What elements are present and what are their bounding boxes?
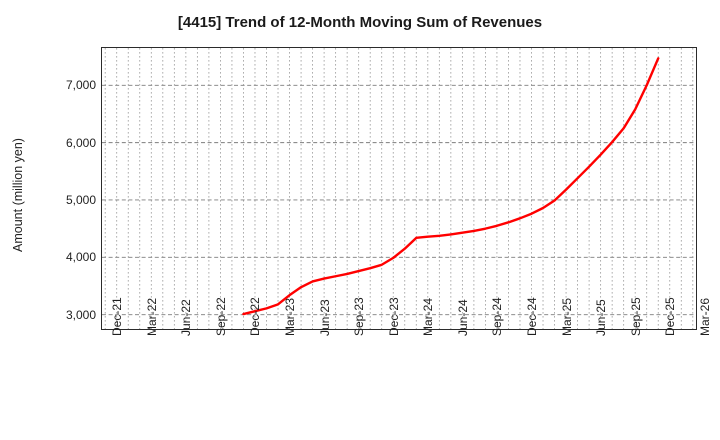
x-tick-label: Dec-23 [386, 297, 401, 336]
x-tick-label: Dec-25 [663, 297, 678, 336]
y-tick-label: 6,000 [65, 135, 96, 150]
y-tick-label: 7,000 [65, 78, 96, 93]
minor-gridlines [104, 48, 694, 329]
plot-svg [102, 48, 696, 329]
x-tick-label: Mar-24 [421, 297, 436, 336]
y-tick-label: 4,000 [65, 250, 96, 265]
y-axis-title: Amount (million yen) [11, 138, 25, 252]
x-tick-label: Mar-25 [559, 297, 574, 336]
x-tick-label: Dec-22 [248, 297, 263, 336]
x-tick-label: Sep-24 [490, 297, 505, 336]
y-axis-tick-labels: 3,000 4,000 5,000 6,000 7,000 [40, 0, 96, 440]
x-tick-label: Sep-25 [628, 297, 643, 336]
x-tick-label: Sep-22 [213, 297, 228, 336]
x-tick-label: Dec-21 [110, 297, 125, 336]
x-tick-label: Mar-23 [283, 297, 298, 336]
x-tick-label: Sep-23 [352, 297, 367, 336]
chart-title: [4415] Trend of 12-Month Moving Sum of R… [177, 14, 543, 31]
y-tick-label: 3,000 [65, 307, 96, 322]
y-axis-title-wrap: Amount (million yen) [0, 0, 25, 440]
horizontal-gridlines [102, 84, 696, 316]
x-tick-label: Dec-24 [524, 297, 539, 336]
x-tick-label: Mar-22 [144, 297, 159, 336]
x-tick-label: Jun-25 [594, 299, 609, 336]
y-tick-label: 5,000 [65, 192, 96, 207]
x-tick-label: Jun-22 [179, 299, 194, 336]
x-tick-label: Mar-26 [697, 297, 712, 336]
revenue-trend-line [242, 57, 660, 316]
x-tick-label: Jun-23 [317, 299, 332, 336]
x-tick-label: Jun-24 [455, 299, 470, 336]
plot-area [101, 47, 697, 330]
